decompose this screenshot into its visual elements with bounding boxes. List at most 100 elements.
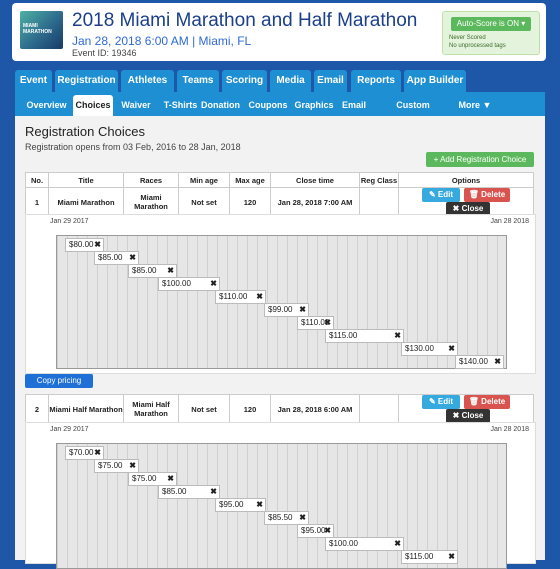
row-no: 2 xyxy=(25,394,49,424)
edit-button[interactable]: ✎ Edit xyxy=(422,395,460,409)
remove-icon[interactable]: ✖ xyxy=(167,266,174,275)
pricing-end-date: Jan 28 2018 xyxy=(490,426,529,433)
price-tier[interactable]: $85.00 ✖ xyxy=(94,251,139,265)
price-tier[interactable]: $100.00 ✖ xyxy=(158,277,220,291)
remove-icon[interactable]: ✖ xyxy=(299,305,306,314)
remove-icon[interactable]: ✖ xyxy=(167,474,174,483)
row-title: Miami Half Marathon xyxy=(48,394,124,424)
sub-tabs: Overview Choices Waiver T-Shirts Donatio… xyxy=(15,92,545,131)
tab-media[interactable]: Media xyxy=(270,70,311,92)
pricing-start-date: Jan 29 2017 xyxy=(50,426,89,433)
remove-icon[interactable]: ✖ xyxy=(299,513,306,522)
subtab-overview[interactable]: Overview xyxy=(26,100,67,110)
remove-icon[interactable]: ✖ xyxy=(394,331,401,340)
add-registration-choice-button[interactable]: + Add Registration Choice xyxy=(426,152,534,167)
tab-teams[interactable]: Teams xyxy=(177,70,219,92)
event-date-location[interactable]: Jan 28, 2018 6:00 AM | Miami, FL xyxy=(72,34,252,48)
price-tier[interactable]: $95.00 ✖ xyxy=(215,498,266,512)
subtab-email[interactable]: Email xyxy=(341,100,366,110)
col-max-age: Max age xyxy=(229,172,271,188)
subtab-choices[interactable]: Choices xyxy=(73,95,113,116)
tab-reports[interactable]: Reports xyxy=(351,70,401,92)
price-tier[interactable]: $85.00 ✖ xyxy=(158,485,220,499)
price-tier[interactable]: $80.00 ✖ xyxy=(65,238,104,252)
subtab-waiver[interactable]: Waiver xyxy=(121,100,151,110)
remove-icon[interactable]: ✖ xyxy=(129,461,136,470)
row-races: Miami Marathon xyxy=(123,187,179,217)
event-logo: MIAMI MARATHON xyxy=(20,11,63,49)
tab-scoring[interactable]: Scoring xyxy=(222,70,267,92)
row-reg-class xyxy=(359,394,399,424)
table-row: 1 Miami Marathon Miami Marathon Not set … xyxy=(25,187,534,217)
row-reg-class xyxy=(359,187,399,217)
remove-icon[interactable]: ✖ xyxy=(210,279,217,288)
col-reg-class: Reg Class xyxy=(359,172,399,188)
event-title: 2018 Miami Marathon and Half Marathon xyxy=(72,10,418,31)
col-races: Races xyxy=(123,172,179,188)
registration-choices-panel: Registration Choices Registration opens … xyxy=(15,116,545,569)
price-tier[interactable]: $115.00 ✖ xyxy=(401,550,458,564)
price-tier[interactable]: $140.00 ✖ xyxy=(455,355,504,369)
price-tier[interactable]: $100.00 ✖ xyxy=(325,537,404,551)
tab-registration[interactable]: Registration xyxy=(55,70,118,92)
copy-pricing-button[interactable]: Copy pricing xyxy=(25,374,93,388)
price-tier[interactable]: $110.00 ✖ xyxy=(297,316,334,330)
row-close-time: Jan 28, 2018 6:00 AM xyxy=(270,394,360,424)
status-unprocessed-tags: No unprocessed tags xyxy=(449,43,506,49)
row-min-age: Not set xyxy=(178,187,230,217)
col-no: No. xyxy=(25,172,49,188)
remove-icon[interactable]: ✖ xyxy=(494,357,501,366)
row-no: 1 xyxy=(25,187,49,217)
subtab-more[interactable]: More ▼ xyxy=(458,100,492,110)
col-title: Title xyxy=(48,172,124,188)
tab-email[interactable]: Email xyxy=(314,70,347,92)
pricing-timeline: Jan 29 2017 Jan 28 2018 $80.00 ✖ $85.00 ✖ … xyxy=(25,214,536,374)
pricing-grid: $70.00 ✖ $75.00 ✖ $75.00 ✖ $85.00 ✖ $95.00 ✖ … xyxy=(56,443,507,569)
remove-icon[interactable]: ✖ xyxy=(94,240,101,249)
tab-app-builder[interactable]: App Builder xyxy=(404,70,466,92)
remove-icon[interactable]: ✖ xyxy=(210,487,217,496)
remove-icon[interactable]: ✖ xyxy=(129,253,136,262)
table-header-row: No. Title Races Min age Max age Close ti… xyxy=(25,172,534,188)
auto-score-button[interactable]: Auto-Score is ON ▾ xyxy=(451,17,531,31)
remove-icon[interactable]: ✖ xyxy=(448,344,455,353)
tab-athletes[interactable]: Athletes xyxy=(121,70,174,92)
price-tier[interactable]: $75.00 ✖ xyxy=(94,459,139,473)
tab-event[interactable]: Event xyxy=(15,70,52,92)
price-tier[interactable]: $130.00 ✖ xyxy=(401,342,458,356)
registration-window: Registration opens from 03 Feb, 2016 to … xyxy=(25,142,241,152)
price-tier[interactable]: $115.00 ✖ xyxy=(325,329,404,343)
delete-button[interactable]: 🗑 Delete xyxy=(464,395,510,409)
row-options: ✎ Edit 🗑 Delete✖ Close xyxy=(398,394,534,424)
subtab-custom-questions[interactable]: Custom Questions xyxy=(391,100,435,131)
price-tier[interactable]: $95.00 ✖ xyxy=(297,524,334,538)
col-min-age: Min age xyxy=(178,172,230,188)
row-races: Miami Half Marathon xyxy=(123,394,179,424)
price-tier[interactable]: $85.00 ✖ xyxy=(128,264,177,278)
price-tier[interactable]: $110.00 ✖ xyxy=(215,290,266,304)
pricing-end-date: Jan 28 2018 xyxy=(490,218,529,225)
remove-icon[interactable]: ✖ xyxy=(448,552,455,561)
remove-icon[interactable]: ✖ xyxy=(94,448,101,457)
remove-icon[interactable]: ✖ xyxy=(256,292,263,301)
remove-icon[interactable]: ✖ xyxy=(324,318,331,327)
remove-icon[interactable]: ✖ xyxy=(394,539,401,548)
edit-button[interactable]: ✎ Edit xyxy=(422,188,460,202)
subtab-coupons[interactable]: Coupons xyxy=(248,100,288,110)
close-button[interactable]: ✖ Close xyxy=(446,202,490,216)
price-tier[interactable]: $85.50 ✖ xyxy=(264,511,309,525)
page-title: Registration Choices xyxy=(25,124,145,139)
price-tier[interactable]: $70.00 ✖ xyxy=(65,446,104,460)
delete-button[interactable]: 🗑 Delete xyxy=(464,188,510,202)
price-tier[interactable]: $75.00 ✖ xyxy=(128,472,177,486)
subtab-graphics[interactable]: Graphics xyxy=(294,100,334,110)
remove-icon[interactable]: ✖ xyxy=(256,500,263,509)
subtab-tshirts[interactable]: T-Shirts xyxy=(163,100,198,110)
row-close-time: Jan 28, 2018 7:00 AM xyxy=(270,187,360,217)
choices-table: No. Title Races Min age Max age Close ti… xyxy=(25,172,534,217)
event-id: Event ID: 19346 xyxy=(72,48,137,58)
close-button[interactable]: ✖ Close xyxy=(446,409,490,423)
remove-icon[interactable]: ✖ xyxy=(324,526,331,535)
subtab-donation[interactable]: Donation xyxy=(201,100,240,110)
price-tier[interactable]: $99.00 ✖ xyxy=(264,303,309,317)
